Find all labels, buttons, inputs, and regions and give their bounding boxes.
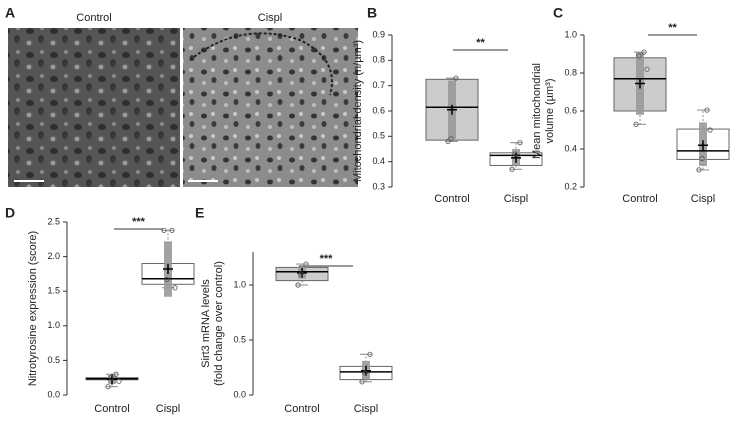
point bbox=[448, 136, 454, 142]
mean bbox=[698, 140, 708, 151]
y-axis-label: Mean mitochondrial bbox=[531, 63, 543, 159]
image-caption: Control bbox=[76, 12, 111, 24]
y-tick-label: 0.4 bbox=[372, 156, 385, 166]
point bbox=[298, 271, 304, 277]
point bbox=[696, 167, 702, 173]
point bbox=[704, 107, 710, 113]
y-tick-label: 0.6 bbox=[564, 105, 577, 115]
y-axis-label: (fold change over control) bbox=[213, 261, 225, 386]
significance: ** bbox=[476, 37, 485, 49]
y-tick-label: 0.2 bbox=[564, 181, 577, 191]
point bbox=[509, 166, 515, 172]
x-tick-label: Control bbox=[622, 193, 657, 205]
point bbox=[453, 75, 459, 81]
y-tick-label: 0.0 bbox=[47, 389, 60, 399]
point bbox=[512, 151, 518, 157]
y-tick-label: 0.7 bbox=[372, 80, 385, 90]
y-tick-label: 0.6 bbox=[372, 105, 385, 115]
panel-letter: D bbox=[5, 205, 15, 221]
point bbox=[169, 227, 175, 233]
y-tick-label: 2.5 bbox=[47, 216, 60, 226]
y-axis-label: Sirt3 mRNA levels bbox=[200, 279, 212, 368]
point bbox=[707, 127, 713, 133]
y-tick-label: 0.5 bbox=[47, 355, 60, 365]
significance: *** bbox=[320, 253, 334, 265]
point bbox=[641, 49, 647, 55]
y-tick-label: 0.5 bbox=[372, 131, 385, 141]
x-tick-label: Cispl bbox=[354, 403, 378, 415]
y-tick-label: 1.0 bbox=[564, 29, 577, 39]
y-tick-label: 1.0 bbox=[47, 320, 60, 330]
y-tick-label: 2.0 bbox=[47, 251, 60, 261]
x-tick-label: Control bbox=[94, 403, 129, 415]
y-tick-label: 0.4 bbox=[564, 143, 577, 153]
point bbox=[105, 384, 111, 390]
point bbox=[172, 285, 178, 291]
panel-letter: E bbox=[195, 205, 204, 221]
y-axis-label: Mitochondrial density (n/µm³) bbox=[352, 40, 364, 182]
point bbox=[113, 371, 119, 377]
point bbox=[517, 140, 523, 146]
point bbox=[636, 53, 642, 59]
x-tick-label: Cispl bbox=[156, 403, 180, 415]
y-axis-label: volume (µm³) bbox=[544, 78, 556, 143]
image-caption: Cispl bbox=[258, 12, 282, 24]
point bbox=[161, 227, 167, 233]
point bbox=[164, 276, 170, 283]
panel-letter: B bbox=[367, 5, 377, 21]
y-tick-label: 1.0 bbox=[233, 279, 246, 289]
y-tick-label: 0.3 bbox=[372, 181, 385, 191]
nucleus-outline bbox=[189, 32, 333, 96]
significance: *** bbox=[132, 216, 146, 228]
y-tick-label: 0.5 bbox=[233, 334, 246, 344]
mean bbox=[447, 104, 457, 115]
point bbox=[108, 375, 114, 381]
point bbox=[644, 66, 650, 72]
point bbox=[362, 370, 368, 376]
point bbox=[633, 121, 639, 127]
y-axis-label: Nitrotyrosine expression (score) bbox=[27, 231, 39, 386]
x-tick-label: Cispl bbox=[691, 193, 715, 205]
micrograph bbox=[8, 28, 180, 187]
y-tick-label: 0.8 bbox=[372, 55, 385, 65]
point bbox=[445, 138, 451, 144]
significance: ** bbox=[668, 22, 677, 34]
x-tick-label: Control bbox=[284, 403, 319, 415]
y-tick-label: 0.8 bbox=[564, 67, 577, 77]
point bbox=[295, 282, 301, 288]
point bbox=[303, 261, 309, 267]
mean bbox=[163, 264, 173, 275]
point bbox=[359, 379, 365, 385]
x-tick-label: Cispl bbox=[504, 193, 528, 205]
micrograph bbox=[183, 28, 358, 187]
y-tick-label: 1.5 bbox=[47, 286, 60, 296]
y-tick-label: 0.0 bbox=[233, 389, 246, 399]
point bbox=[116, 378, 122, 384]
point bbox=[367, 351, 373, 357]
mean bbox=[635, 78, 645, 89]
point bbox=[699, 155, 705, 162]
x-tick-label: Control bbox=[434, 193, 469, 205]
panel-letter: A bbox=[5, 5, 15, 21]
panel-letter: C bbox=[553, 5, 563, 21]
mean bbox=[511, 152, 521, 163]
y-tick-label: 0.9 bbox=[372, 29, 385, 39]
